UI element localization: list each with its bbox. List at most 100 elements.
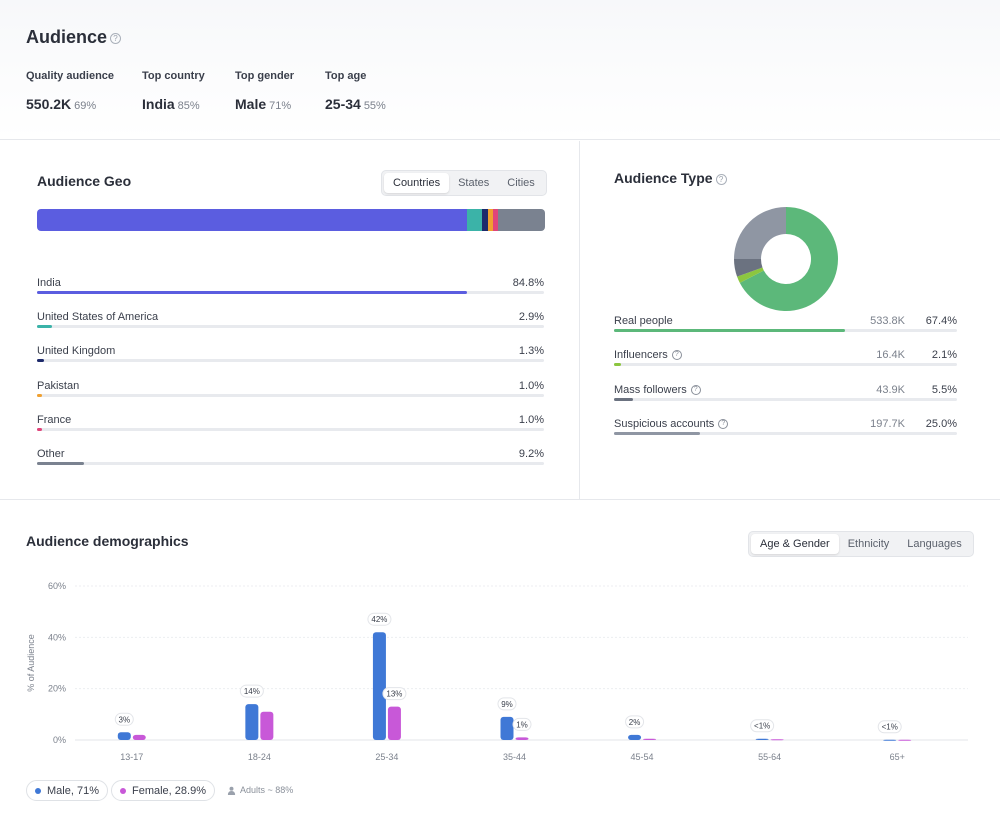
tab-cities[interactable]: Cities [507, 177, 535, 189]
stat-label: Top gender [235, 70, 295, 82]
type-fill [614, 398, 633, 401]
type-label: Influencers? [614, 349, 957, 361]
geo-row: India 84.8% [37, 277, 544, 294]
stat-label: Top age [325, 70, 367, 82]
male-dot [35, 787, 41, 794]
help-icon[interactable]: ? [671, 350, 682, 360]
donut-slice [734, 259, 763, 277]
help-icon[interactable]: ? [718, 419, 729, 429]
type-track [614, 363, 957, 366]
geo-row: France 1.0% [37, 414, 544, 431]
geo-country-name: United Kingdom [37, 345, 116, 357]
geo-pct: 1.0% [518, 380, 544, 392]
geo-country-name: India [37, 277, 61, 289]
data-label: 13% [386, 690, 402, 699]
divider [579, 141, 580, 499]
geo-row: Other 9.2% [37, 448, 544, 465]
x-tick-label: 35-44 [503, 752, 526, 762]
data-label: 2% [629, 718, 641, 727]
geo-track [37, 394, 544, 397]
geo-stacked-bar [37, 209, 545, 231]
y-tick-label: 40% [48, 632, 66, 642]
tab-age-gender[interactable]: Age & Gender [751, 534, 839, 554]
type-count: 533.8K [870, 315, 905, 327]
geo-track [37, 291, 544, 294]
type-pct: 5.5% [931, 384, 957, 396]
geo-country-name: France [37, 414, 72, 426]
geo-fill [37, 428, 43, 431]
type-row: Mass followers? 43.9K 5.5% [614, 384, 957, 401]
legend-male[interactable]: Male, 71% [26, 780, 108, 801]
x-tick-label: 55-64 [758, 752, 781, 762]
bar-male [500, 716, 514, 740]
geo-row: Pakistan 1.0% [37, 380, 544, 397]
audience-header: Audience? Quality audience 550.2K 69% Top… [0, 0, 1000, 140]
x-tick-label: 45-54 [631, 752, 654, 762]
bar-male [628, 734, 642, 740]
help-icon[interactable]: ? [690, 385, 701, 395]
geo-segment [493, 209, 499, 231]
type-row: Suspicious accounts? 197.7K 25.0% [614, 418, 957, 435]
tab-ethnicity[interactable]: Ethnicity [847, 538, 890, 550]
data-label-bg [877, 720, 902, 734]
type-count: 43.9K [876, 384, 905, 396]
type-track [614, 329, 957, 332]
bar-female [260, 711, 274, 740]
help-icon[interactable]: ? [715, 173, 727, 185]
audience-type-donut [734, 207, 838, 311]
x-tick-label: 13-17 [120, 752, 143, 762]
stat-value: Male 71% [235, 96, 292, 112]
x-tick-label: 65+ [890, 752, 905, 762]
geo-title: Audience Geo [37, 173, 132, 189]
geo-fill [37, 359, 44, 362]
legend-female[interactable]: Female, 28.9% [111, 780, 215, 801]
stat-top-country: Top country India 85% [142, 70, 205, 112]
data-label: 1% [516, 720, 528, 729]
stat-value: 550.2K 69% [26, 96, 97, 112]
y-tick-label: 20% [48, 684, 66, 694]
data-label: 42% [371, 615, 387, 624]
geo-track [37, 325, 544, 328]
help-icon[interactable]: ? [110, 32, 122, 44]
bar-male [117, 732, 131, 740]
stat-label: Top country [142, 70, 205, 82]
data-label: 9% [501, 700, 513, 709]
geo-segment [466, 209, 482, 231]
bar-female [387, 706, 401, 740]
stat-top-age: Top age 25-34 55% [325, 70, 386, 112]
type-pct: 67.4% [925, 315, 957, 327]
data-label-bg [114, 712, 134, 726]
type-fill [614, 363, 622, 366]
geo-country-name: Other [37, 448, 65, 460]
geo-segment [37, 209, 467, 231]
donut-slice [737, 267, 764, 283]
stat-value: India 85% [142, 96, 200, 112]
data-label-bg [497, 697, 517, 711]
data-label-bg [382, 687, 407, 701]
tab-languages[interactable]: Languages [907, 538, 962, 550]
data-label: <1% [882, 723, 898, 732]
type-label: Mass followers? [614, 384, 957, 396]
type-track [614, 398, 957, 401]
data-label-bg [239, 684, 264, 698]
type-count: 16.4K [876, 349, 905, 361]
type-title: Audience Type? [614, 170, 727, 186]
geo-country-name: United States of America [37, 311, 159, 323]
geo-segment [498, 209, 545, 231]
type-fill [614, 432, 700, 435]
tab-states[interactable]: States [458, 177, 490, 189]
geo-pct: 1.3% [518, 345, 544, 357]
type-row: Influencers? 16.4K 2.1% [614, 349, 957, 366]
data-label: 3% [119, 715, 131, 724]
geo-pct: 9.2% [518, 448, 544, 460]
donut-slice [739, 207, 838, 311]
tab-countries[interactable]: Countries [384, 173, 450, 193]
bar-male [883, 739, 897, 741]
data-label-bg [512, 717, 532, 731]
geo-track [37, 428, 544, 431]
geo-fill [37, 394, 43, 397]
geo-tabs: Countries States Cities [381, 170, 547, 196]
stat-value: 25-34 55% [325, 96, 386, 112]
x-tick-label: 25-34 [375, 752, 398, 762]
y-tick-label: 0% [53, 735, 66, 745]
